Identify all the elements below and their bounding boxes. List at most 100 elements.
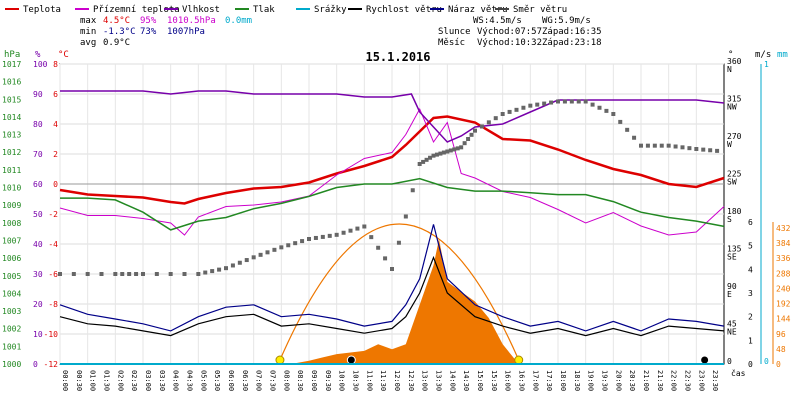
wind-dir-mark [421, 159, 426, 164]
wind-direction-series [58, 99, 720, 276]
time-tick: 17:30 [545, 370, 553, 391]
time-tick: 21:30 [656, 370, 664, 391]
wind-dir-mark [58, 272, 62, 276]
time-tick: 03:00 [144, 370, 152, 391]
time-tick: 13:00 [421, 370, 429, 391]
wind-dir-mark [293, 241, 298, 246]
dir-name-tick: E [727, 290, 732, 299]
time-tick: 18:00 [559, 370, 567, 391]
wind-dir-mark [134, 272, 139, 276]
time-tick: 23:00 [697, 370, 705, 391]
chart-title: 15.1.2016 [365, 50, 430, 64]
wind-dir-mark [424, 157, 429, 162]
wind-dir-mark [85, 272, 90, 276]
wind-dir-mark [348, 228, 353, 233]
time-tick: 10:00 [338, 370, 346, 391]
time-tick: 11:00 [365, 370, 373, 391]
hpa-tick: 1016 [2, 78, 21, 87]
wind-dir-mark [141, 272, 145, 276]
wind-dir-mark [604, 108, 609, 113]
wind-dir-mark [258, 252, 263, 257]
wind-dir-mark [307, 237, 311, 241]
wind-dir-mark [113, 272, 118, 276]
time-tick: 14:00 [448, 370, 456, 391]
hpa-tick: 1007 [2, 236, 21, 245]
c-unit: °C [58, 50, 69, 60]
hpa-tick: 1005 [2, 272, 21, 281]
wind-dir-mark [438, 151, 443, 156]
time-tick: 05:30 [213, 370, 221, 391]
wind-dir-mark [645, 143, 650, 148]
wind-dir-mark [597, 105, 602, 110]
pct-unit: % [35, 50, 41, 60]
time-tick: 06:30 [241, 370, 249, 391]
dir-deg-tick: 270 [727, 132, 742, 141]
solar-tick: 288 [776, 269, 791, 278]
wind-dir-mark [528, 103, 533, 108]
wind-dir-mark [396, 240, 401, 245]
moon-set: Západ:23:18 [542, 38, 602, 48]
wind-dir-mark [459, 145, 464, 150]
pct-tick: 30 [33, 270, 43, 279]
dir-name-tick: S [727, 215, 732, 224]
time-tick: 02:00 [116, 370, 124, 391]
legend-label-4: Srážky [314, 5, 347, 15]
time-tick: 01:30 [103, 370, 111, 391]
solar-tick: 96 [776, 330, 786, 339]
ms-tick: 0 [748, 360, 753, 369]
wind-dir-mark [355, 226, 360, 231]
time-tick: 15:00 [476, 370, 484, 391]
wind-dir-mark [666, 143, 671, 148]
deg-unit: ° [728, 50, 733, 60]
wind-dir-mark [701, 147, 706, 152]
wind-dir-mark [120, 272, 125, 276]
pct-tick: 70 [33, 150, 43, 159]
wind-dir-mark [715, 148, 720, 153]
wind-dir-mark [127, 272, 132, 276]
time-tick: 00:00 [61, 370, 69, 391]
wind-dir-mark [224, 266, 228, 271]
series-line-0 [59, 115, 725, 205]
time-tick: 02:30 [130, 370, 138, 391]
time-tick: 20:00 [614, 370, 622, 391]
time-tick: 10:30 [352, 370, 360, 391]
wind-dir-mark [583, 99, 588, 104]
time-tick: 23:30 [711, 370, 719, 391]
c-tick: -4 [48, 240, 58, 249]
wind-dir-mark [687, 146, 692, 151]
hpa-tick: 1017 [2, 60, 21, 69]
c-tick: 2 [53, 150, 58, 159]
wind-dir-mark [452, 147, 457, 152]
time-tick: 04:30 [186, 370, 194, 391]
wind-dir-mark [632, 135, 637, 140]
wind-dir-mark [279, 245, 284, 250]
wind-dir-mark [410, 188, 415, 193]
time-tick: 06:00 [227, 370, 235, 391]
time-tick: 03:30 [158, 370, 166, 391]
solar-tick: 192 [776, 300, 791, 309]
pct-tick: 20 [33, 300, 43, 309]
hpa-tick: 1010 [2, 184, 21, 193]
wind-dir-mark [362, 224, 367, 229]
stats-max-hum: 95% [140, 16, 157, 26]
time-tick: 12:00 [393, 370, 401, 391]
pct-tick: 90 [33, 90, 43, 99]
ms-tick: 6 [748, 218, 753, 227]
time-tick: 18:30 [573, 370, 581, 391]
series-line-1 [59, 107, 725, 236]
legend-label-3: Tlak [253, 5, 275, 15]
time-tick: 17:00 [531, 370, 539, 391]
wind-dir-mark [383, 256, 388, 261]
series-line-4 [59, 255, 725, 337]
solar-tick: 336 [776, 254, 791, 263]
c-tick: -8 [48, 300, 58, 309]
mm-unit: mm [777, 50, 788, 60]
dir-deg-tick: 315 [727, 95, 742, 104]
axes: hPa% °C1017101610151014101310121011101010… [2, 50, 791, 369]
hpa-tick: 1012 [2, 148, 21, 157]
wind-dir-mark [445, 149, 450, 154]
hpa-tick: 1000 [2, 360, 21, 369]
wind-dir-mark [462, 141, 467, 146]
stats-block: max 4.5°C 95% 1010.5hPa 0.0mm min -1.3°C… [80, 16, 252, 48]
solar-tick: 384 [776, 239, 791, 248]
